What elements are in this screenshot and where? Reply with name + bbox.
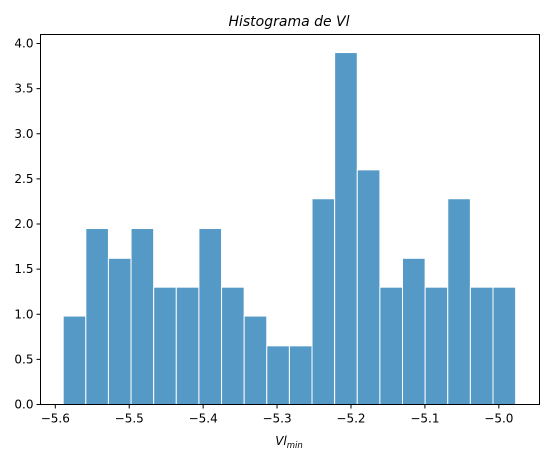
- histogram-bar: [85, 228, 109, 405]
- histogram-bar: [153, 286, 177, 405]
- histogram-bar: [334, 52, 358, 406]
- histogram-bar: [198, 228, 223, 405]
- histogram-bar: [447, 198, 471, 405]
- x-tick-label: −5.2: [336, 412, 365, 426]
- x-tick-label: −5.3: [262, 412, 291, 426]
- bars-group: [62, 52, 517, 406]
- histogram-bar: [379, 286, 404, 405]
- y-tick-label: 0.0: [14, 398, 33, 412]
- x-axis-label: Vlmin: [275, 434, 303, 451]
- histogram-bar: [175, 286, 200, 405]
- histogram-bar: [130, 228, 155, 405]
- y-tick-label: 1.5: [14, 262, 33, 276]
- plot-frame: [40, 34, 540, 405]
- x-tick-label: −5.4: [189, 412, 218, 426]
- histogram-bar: [266, 345, 290, 405]
- y-axis-ticks: 0.0 0.5 1.0 1.5 2.0 2.5 3.0 3.5 4.0: [14, 37, 41, 412]
- y-tick-label: 4.0: [14, 37, 33, 51]
- histogram-bar: [311, 198, 336, 405]
- histogram-bar: [402, 257, 426, 405]
- histogram-bar: [107, 257, 132, 405]
- histogram-bar: [492, 286, 517, 405]
- x-tick-label: −5.5: [115, 412, 144, 426]
- histogram-bar: [243, 315, 268, 405]
- histogram-bar: [221, 286, 245, 405]
- histogram-bar: [424, 286, 449, 405]
- histogram-bar: [356, 169, 381, 405]
- x-axis-label-subscript: min: [287, 441, 303, 451]
- chart-title: Histograma de Vl: [228, 14, 349, 30]
- y-tick-label: 3.5: [14, 82, 33, 96]
- y-tick-label: 0.5: [14, 352, 33, 366]
- x-tick-label: −5.6: [41, 412, 70, 426]
- histogram-bar: [288, 345, 313, 405]
- y-tick-label: 2.0: [14, 217, 33, 231]
- x-tick-label: −5.1: [410, 412, 439, 426]
- y-tick-label: 2.5: [14, 172, 33, 186]
- x-axis-label-main: Vl: [275, 434, 287, 448]
- y-tick-label: 3.0: [14, 127, 33, 141]
- histogram-bar: [62, 315, 87, 405]
- histogram-bar: [469, 286, 494, 405]
- x-tick-label: −5.0: [484, 412, 513, 426]
- x-axis-ticks: −5.6 −5.5 −5.4 −5.3 −5.2 −5.1 −5.0: [41, 404, 513, 426]
- y-tick-label: 1.0: [14, 307, 33, 321]
